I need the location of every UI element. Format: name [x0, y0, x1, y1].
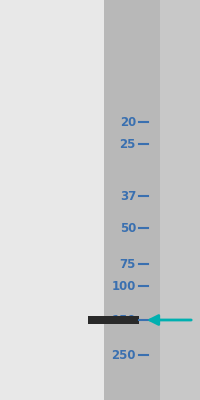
Text: 100: 100: [112, 280, 136, 292]
Text: 50: 50: [120, 222, 136, 234]
Bar: [88, 316, 139, 324]
Text: 37: 37: [120, 190, 136, 202]
Text: 75: 75: [120, 258, 136, 270]
Bar: [104, 0, 160, 400]
Text: 20: 20: [120, 116, 136, 128]
Text: 150: 150: [112, 314, 136, 326]
Bar: [160, 0, 200, 400]
Text: 25: 25: [120, 138, 136, 150]
Text: 250: 250: [112, 349, 136, 362]
